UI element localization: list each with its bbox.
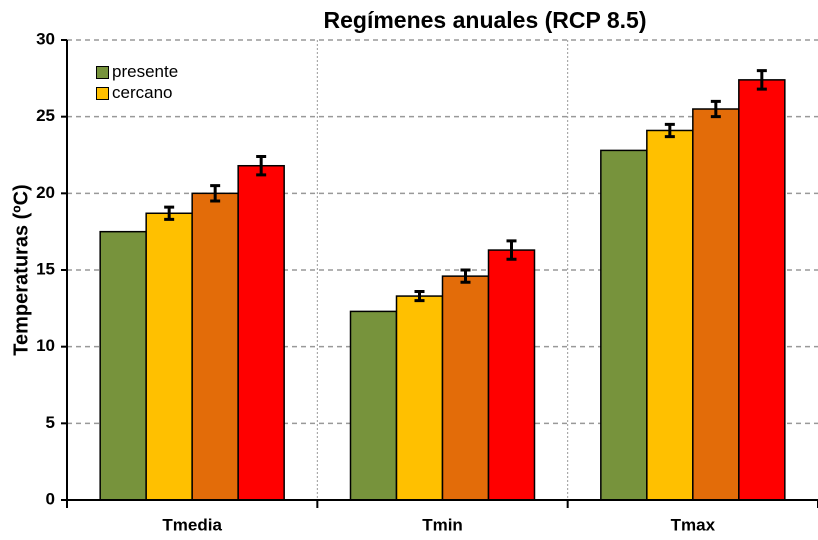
bar bbox=[441, 275, 490, 501]
x-tick-label: Tmedia bbox=[162, 515, 222, 534]
bar bbox=[237, 164, 285, 501]
error-bar bbox=[460, 268, 471, 284]
bar bbox=[487, 249, 536, 501]
error-bar bbox=[210, 184, 221, 203]
y-tick-label: 5 bbox=[46, 413, 55, 432]
error-bar bbox=[756, 69, 767, 91]
y-tick-label: 0 bbox=[46, 489, 55, 508]
bar bbox=[646, 129, 694, 501]
legend-swatch bbox=[96, 66, 109, 79]
x-tick-label: Tmax bbox=[671, 515, 716, 534]
error-bar bbox=[256, 155, 267, 177]
legend-label: presente bbox=[112, 62, 179, 81]
bar bbox=[349, 310, 398, 501]
error-bar bbox=[164, 205, 175, 221]
chart-title: Regímenes anuales (RCP 8.5) bbox=[324, 7, 647, 33]
y-axis-label: Temperaturas (ºC) bbox=[10, 184, 32, 355]
error-bar bbox=[710, 99, 721, 119]
x-tick-label: Tmin bbox=[422, 515, 463, 534]
y-tick-label: 30 bbox=[36, 29, 55, 48]
bar bbox=[145, 212, 193, 501]
legend: presente cercano bbox=[92, 58, 204, 108]
bar bbox=[738, 79, 786, 501]
error-bar bbox=[414, 289, 425, 303]
legend-entry: cercano bbox=[96, 83, 204, 102]
y-tick-label: 25 bbox=[36, 106, 55, 125]
y-tick-label: 10 bbox=[36, 336, 55, 355]
legend-entry: presente bbox=[96, 62, 204, 81]
y-tick-label: 15 bbox=[36, 259, 55, 278]
error-bar bbox=[506, 239, 517, 261]
bar bbox=[692, 108, 740, 501]
y-tick-label: 20 bbox=[36, 183, 55, 202]
legend-label: cercano bbox=[112, 83, 173, 102]
bar bbox=[191, 192, 239, 501]
bar bbox=[600, 149, 648, 501]
error-bar bbox=[664, 122, 675, 139]
bar bbox=[395, 295, 444, 501]
bar bbox=[99, 230, 147, 501]
legend-swatch bbox=[96, 87, 109, 100]
